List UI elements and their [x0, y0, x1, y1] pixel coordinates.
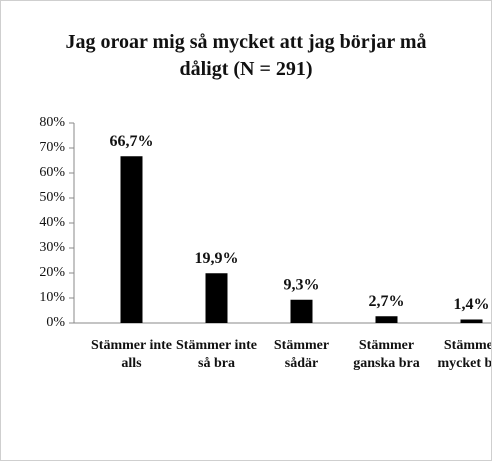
data-label: 1,4%: [454, 296, 490, 313]
y-tick-label: 40%: [39, 215, 65, 230]
y-tick-label: 0%: [46, 315, 65, 330]
data-label: 9,3%: [284, 276, 320, 293]
chart-title: Jag oroar mig så mycket att jag börjar m…: [65, 31, 427, 80]
y-tick-label: 70%: [39, 140, 65, 155]
data-label: 19,9%: [195, 250, 239, 267]
x-tick-label: Stämmer mycket bra: [437, 338, 492, 371]
bar: [120, 156, 143, 323]
y-tick-label: 30%: [39, 240, 65, 255]
bar: [205, 273, 228, 323]
x-tick-label: Stämmer ganska bra: [353, 338, 420, 371]
y-tick-label: 50%: [39, 190, 65, 205]
bar: [375, 316, 398, 323]
data-label: 66,7%: [110, 133, 154, 150]
y-tick-label: 10%: [39, 290, 65, 305]
y-tick-label: 20%: [39, 265, 65, 280]
x-tick-label: Stämmer sådär: [273, 338, 330, 371]
y-tick-label: 60%: [39, 165, 65, 180]
y-tick-label: 80%: [39, 115, 65, 130]
x-tick-label: Stämmer inte alls: [91, 338, 172, 371]
x-tick-label: Stämmer inte så bra: [176, 338, 257, 371]
bar: [460, 319, 483, 323]
bar: [290, 299, 313, 323]
data-label: 2,7%: [369, 293, 405, 310]
